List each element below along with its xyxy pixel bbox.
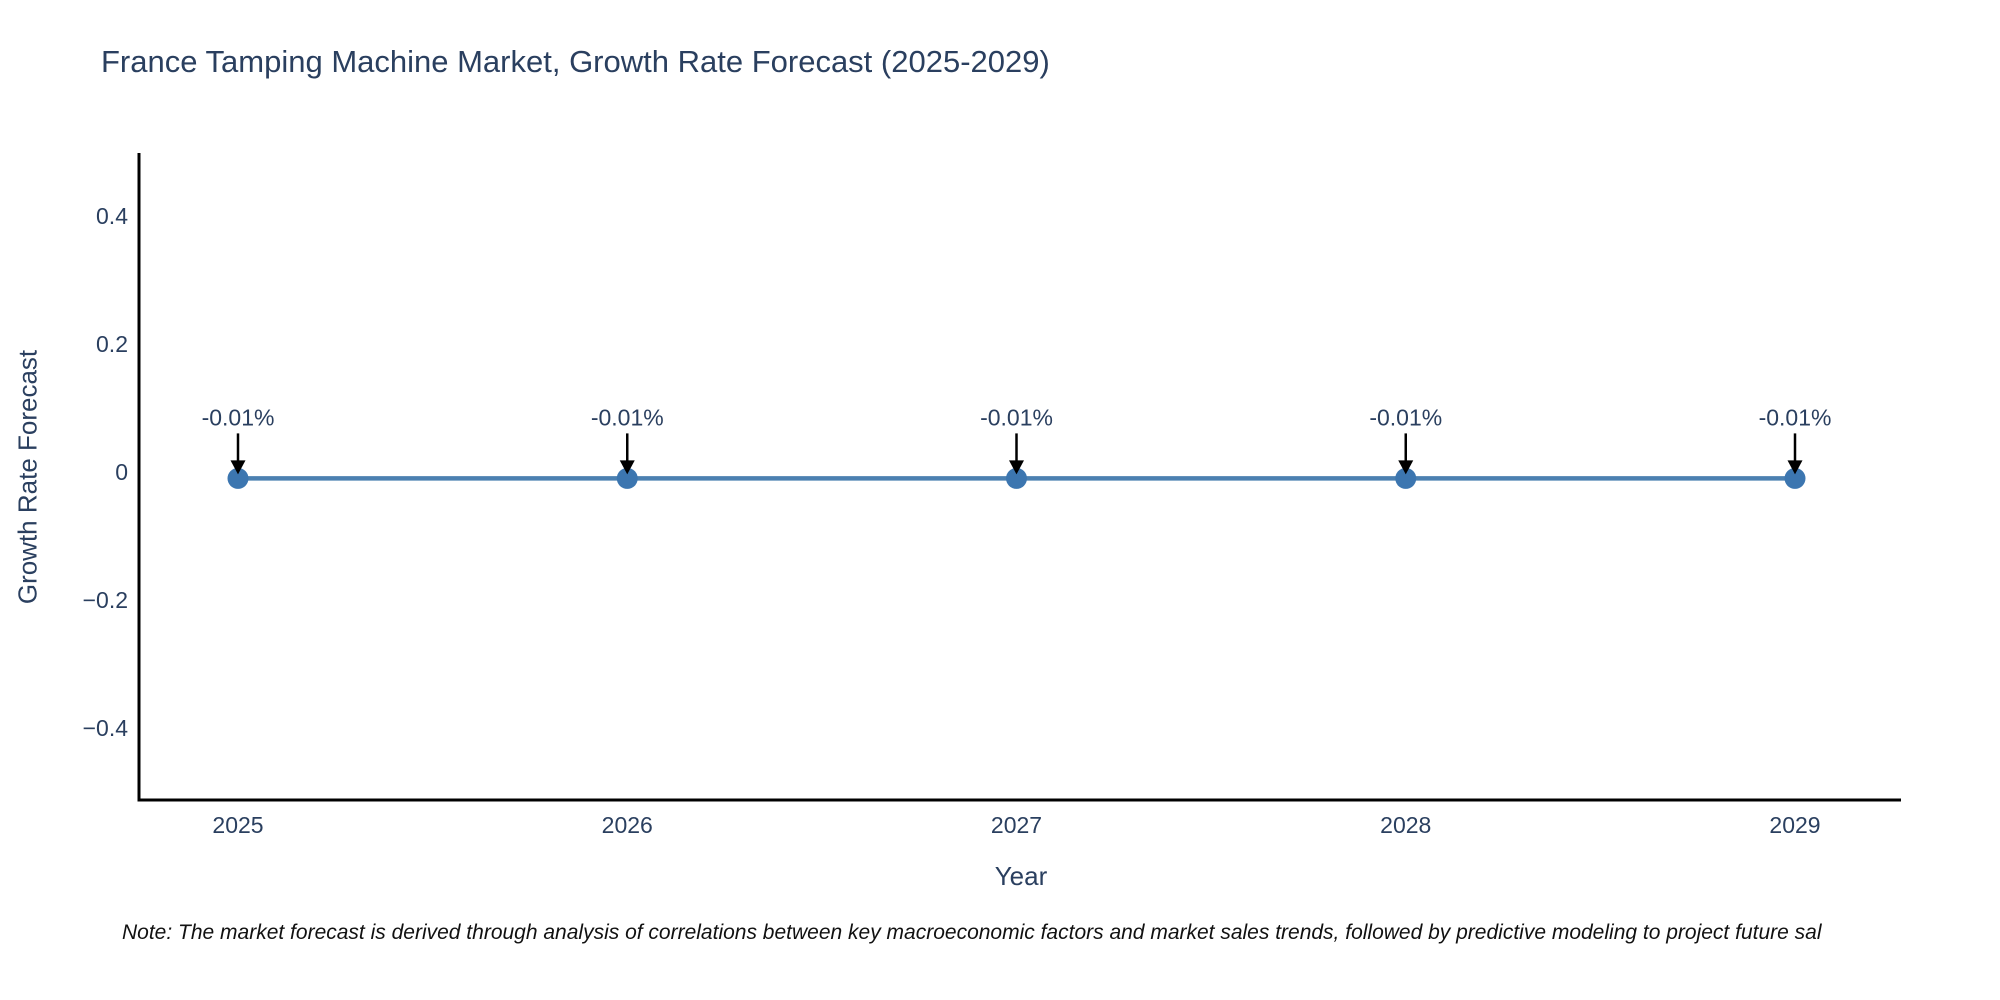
y-tick-label: 0.4: [96, 203, 128, 229]
annotation-arrowhead: [1398, 460, 1414, 475]
y-tick-label: −0.2: [83, 587, 128, 613]
data-point-marker[interactable]: [1784, 467, 1806, 489]
x-tick-label: 2025: [212, 812, 263, 838]
x-tick-label: 2027: [991, 812, 1042, 838]
annotation-label: -0.01%: [591, 404, 664, 430]
annotation-arrowhead: [619, 460, 635, 475]
x-axis-title: Year: [994, 861, 1048, 891]
y-tick-label: 0: [115, 459, 128, 485]
footnote: Note: The market forecast is derived thr…: [122, 921, 1822, 944]
annotation-label: -0.01%: [202, 404, 275, 430]
annotation-label: -0.01%: [1369, 404, 1442, 430]
annotation-arrowhead: [1787, 460, 1803, 475]
data-point-marker[interactable]: [1395, 467, 1417, 489]
x-tick-label: 2029: [1769, 812, 1820, 838]
annotation-label: -0.01%: [1759, 404, 1832, 430]
data-point-marker[interactable]: [1006, 467, 1027, 489]
annotation-arrowhead: [230, 460, 246, 475]
y-tick-label: 0.2: [96, 331, 128, 357]
x-tick-label: 2026: [602, 812, 653, 838]
annotation-label: -0.01%: [980, 404, 1053, 430]
annotation-arrowhead: [1009, 460, 1024, 475]
data-point-marker[interactable]: [616, 467, 638, 489]
y-tick-label: −0.4: [83, 715, 129, 741]
data-point-marker[interactable]: [227, 467, 249, 489]
chart-title: France Tamping Machine Market, Growth Ra…: [101, 44, 1050, 79]
x-tick-label: 2028: [1380, 812, 1431, 838]
